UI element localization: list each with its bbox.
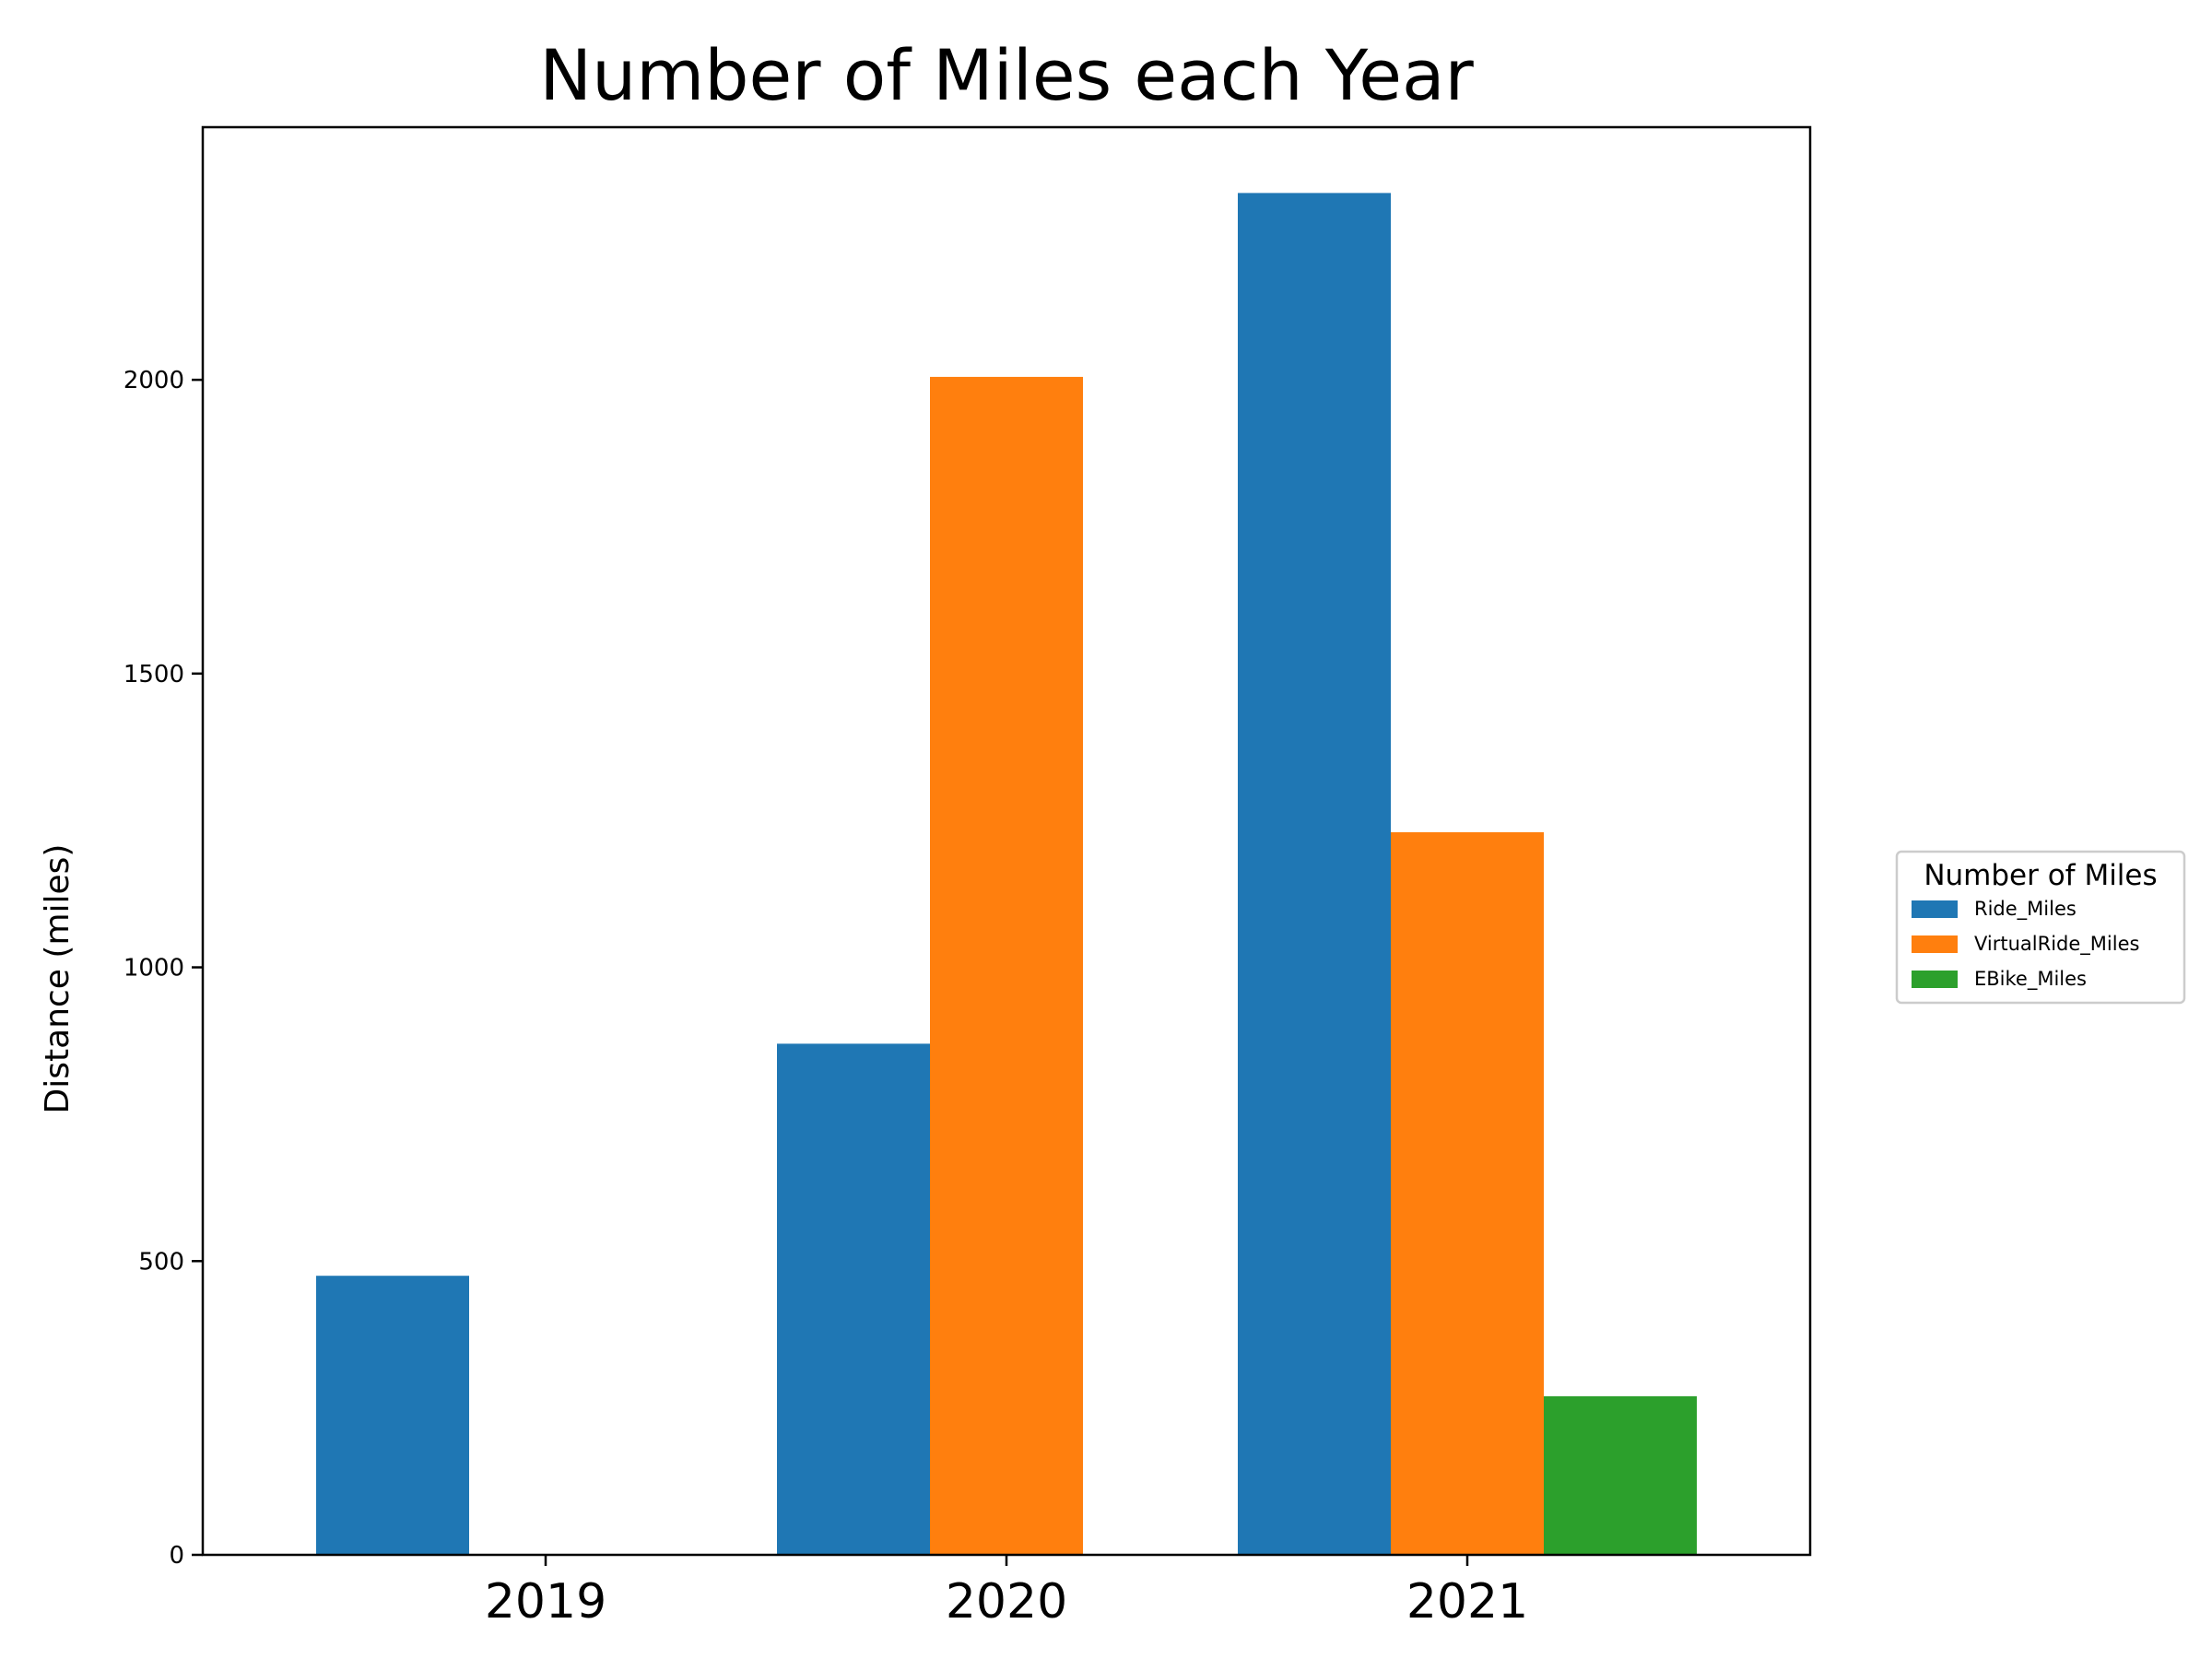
y-tick-label: 1000 (124, 955, 184, 982)
legend-label-ebike-miles: EBike_Miles (1974, 968, 2087, 991)
y-tick-label: 500 (138, 1248, 184, 1276)
bar-ebike-miles-2021 (1544, 1395, 1697, 1555)
legend-swatch-ebike-miles (1912, 971, 1958, 988)
bar-ride-miles-2020 (777, 1043, 930, 1555)
x-tick-label: 2020 (946, 1574, 1067, 1630)
bar-ride-miles-2021 (1238, 193, 1391, 1555)
legend: Number of Miles Ride_Miles VirtualRide_Mi… (1895, 850, 2186, 1005)
y-axis-label: Distance (miles) (39, 844, 76, 1114)
legend-title: Number of Miles (1924, 859, 2157, 892)
x-tick-label: 2019 (485, 1574, 606, 1630)
legend-label-virtualride-miles: VirtualRide_Miles (1974, 933, 2139, 956)
plot-frame (201, 125, 1812, 1557)
bars-group (316, 193, 1697, 1555)
y-ticks-group: 0 500 1000 1500 2000 (124, 367, 203, 1570)
legend-items: Ride_Miles VirtualRide_Miles EBike_Miles (1912, 898, 2139, 991)
x-tick-label: 2021 (1406, 1574, 1528, 1630)
legend-swatch-virtualride-miles (1912, 935, 1958, 953)
legend-label-ride-miles: Ride_Miles (1974, 898, 2077, 921)
legend-swatch-ride-miles (1912, 900, 1958, 918)
bar-virtualride-miles-2020 (930, 376, 1083, 1555)
y-tick-label: 1500 (124, 661, 184, 688)
legend-box (1895, 850, 2186, 1005)
x-ticks-group: 2019 2020 2021 (485, 1555, 1528, 1630)
bar-ride-miles-2019 (316, 1276, 469, 1555)
bar-virtualride-miles-2021 (1391, 831, 1544, 1555)
chart-title: Number of Miles each Year (539, 34, 1474, 116)
y-tick-label: 2000 (124, 367, 184, 394)
y-tick-label: 0 (169, 1542, 184, 1570)
